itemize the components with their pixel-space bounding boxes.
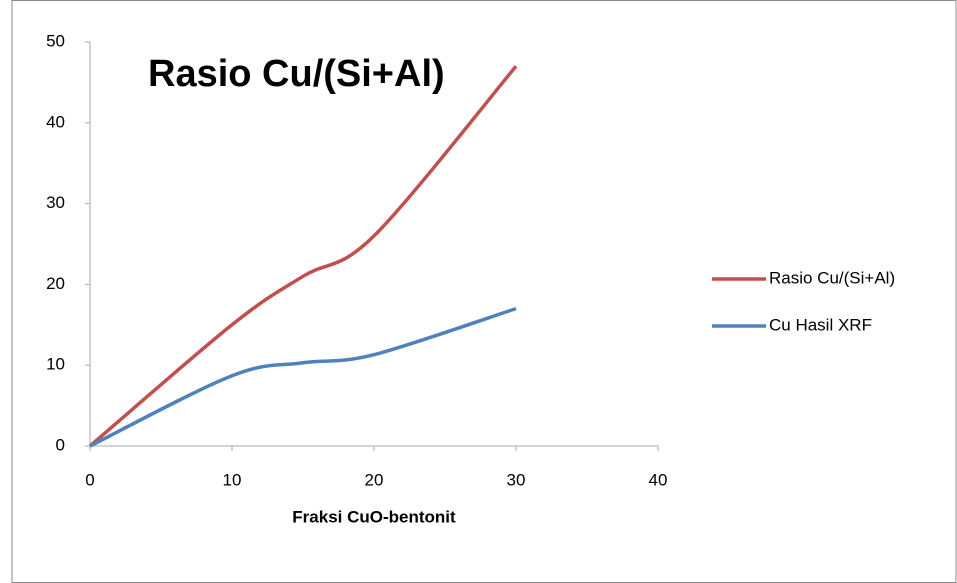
x-axis-label: Fraksi CuO-bentonit	[292, 507, 456, 526]
chart: Rasio Cu/(Si+Al) Fraksi CuO-bentonit 0 10…	[0, 0, 957, 583]
x-tick-label: 20	[365, 470, 384, 489]
x-tick-label: 30	[507, 470, 526, 489]
chart-title: Rasio Cu/(Si+Al)	[148, 53, 445, 95]
y-tick-label: 0	[56, 435, 65, 454]
x-tick-label: 0	[85, 470, 94, 489]
x-tick-label: 10	[223, 470, 242, 489]
y-tick-label: 40	[46, 112, 65, 131]
y-tick-label: 10	[46, 355, 65, 374]
y-tick-label: 20	[46, 274, 65, 293]
y-tick-label: 30	[46, 193, 65, 212]
y-tick-label: 50	[46, 31, 65, 50]
x-tick-label: 40	[649, 470, 668, 489]
legend-label: Rasio Cu/(Si+Al)	[769, 268, 895, 287]
legend-label: Cu Hasil XRF	[769, 315, 872, 334]
